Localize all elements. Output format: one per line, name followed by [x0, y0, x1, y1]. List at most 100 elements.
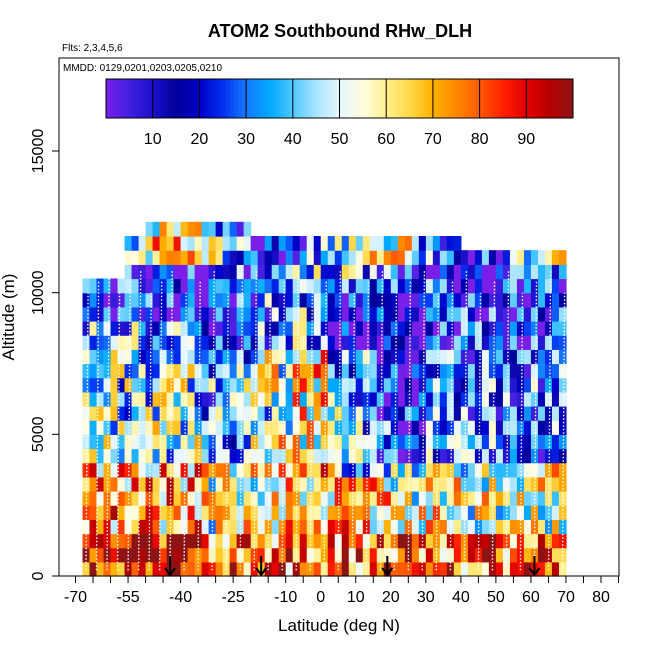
- heatmap-cell: [446, 363, 455, 379]
- heatmap-cell: [292, 363, 301, 379]
- heatmap-cell: [453, 377, 462, 393]
- x-tick-label: -10: [274, 589, 297, 606]
- heatmap-cell: [222, 363, 231, 379]
- heatmap-cell: [537, 349, 546, 365]
- heatmap-cell: [537, 434, 546, 450]
- heatmap-cell: [159, 448, 168, 464]
- heatmap-cell: [551, 377, 560, 393]
- heatmap-cell: [418, 306, 427, 322]
- heatmap-cell: [173, 420, 182, 435]
- colorbar-segment: [471, 79, 477, 118]
- heatmap-cell: [411, 505, 420, 520]
- heatmap-cell: [187, 561, 196, 577]
- heatmap-cell: [152, 221, 161, 237]
- heatmap-cell: [243, 533, 252, 549]
- heatmap-cell: [348, 491, 357, 506]
- heatmap-cell: [201, 519, 210, 535]
- heatmap-cell: [488, 476, 497, 492]
- heatmap-cell: [131, 533, 140, 549]
- heatmap-cell: [145, 420, 154, 435]
- heatmap-cell: [299, 363, 308, 379]
- heatmap-cell: [180, 377, 189, 393]
- heatmap-cell: [544, 377, 553, 393]
- heatmap-cell: [425, 236, 434, 251]
- heatmap-cell: [558, 349, 567, 365]
- heatmap-cell: [138, 491, 147, 506]
- heatmap-cell: [215, 306, 224, 322]
- heatmap-cell: [271, 377, 280, 393]
- heatmap-cell: [488, 377, 497, 393]
- heatmap-cell: [509, 561, 518, 577]
- heatmap-cell: [341, 491, 350, 506]
- colorbar-segment: [444, 79, 449, 118]
- colorbar-segment: [518, 79, 523, 118]
- heatmap-cell: [180, 264, 189, 280]
- heatmap-cell: [397, 505, 406, 520]
- heatmap-cell: [481, 434, 490, 450]
- heatmap-cell: [439, 547, 448, 563]
- heatmap-cell: [467, 391, 476, 407]
- heatmap-cell: [131, 363, 140, 379]
- heatmap-cell: [271, 519, 280, 535]
- heatmap-cell: [82, 406, 91, 421]
- heatmap-cell: [103, 406, 112, 421]
- heatmap-cell: [481, 561, 490, 577]
- colorbar-segment: [320, 79, 325, 118]
- colorbar-segment: [483, 79, 488, 118]
- heatmap-cell: [411, 278, 420, 294]
- heatmap-cell: [117, 533, 126, 549]
- colorbar-segment: [475, 79, 481, 118]
- heatmap-cell: [411, 335, 420, 350]
- heatmap-cell: [250, 321, 259, 336]
- heatmap-cell: [159, 561, 168, 577]
- heatmap-cell: [131, 264, 140, 280]
- heatmap-cell: [306, 306, 315, 322]
- heatmap-cell: [306, 406, 315, 421]
- heatmap-cell: [131, 306, 140, 322]
- heatmap-cell: [285, 420, 294, 435]
- colorbar-tick-label: 30: [237, 131, 255, 148]
- flight-profile-line: [393, 292, 398, 571]
- heatmap-cell: [124, 363, 133, 379]
- heatmap-cell: [453, 448, 462, 464]
- heatmap-cell: [173, 434, 182, 450]
- colorbar-segment: [300, 79, 305, 118]
- heatmap-cell: [89, 491, 98, 506]
- heatmap-cell: [509, 406, 518, 421]
- flight-profile-line: [225, 292, 229, 571]
- heatmap-cell: [411, 448, 420, 464]
- heatmap-cell: [537, 321, 546, 336]
- heatmap-cell: [530, 420, 539, 435]
- heatmap-cell: [201, 335, 210, 350]
- flight-profile-line: [281, 281, 285, 571]
- heatmap-cell: [320, 448, 329, 464]
- heatmap-cell: [509, 420, 518, 435]
- heatmap-cell: [236, 391, 245, 407]
- heatmap-cell: [327, 335, 336, 350]
- heatmap-cell: [369, 278, 378, 294]
- heatmap-cell: [537, 476, 546, 492]
- heatmap-cell: [229, 462, 238, 478]
- heatmap-cell: [250, 349, 259, 365]
- y-tick-label: 5000: [30, 416, 47, 452]
- heatmap-cell: [215, 491, 224, 506]
- heatmap-cell: [348, 448, 357, 464]
- heatmap-cell: [82, 420, 91, 435]
- heatmap-cell: [138, 448, 147, 464]
- heatmap-cell: [432, 377, 441, 393]
- heatmap-cell: [131, 519, 140, 535]
- heatmap-cell: [362, 335, 371, 350]
- heatmap-cell: [495, 321, 504, 336]
- heatmap-cell: [432, 363, 441, 379]
- heatmap-cell: [376, 406, 385, 421]
- heatmap-cell: [215, 363, 224, 379]
- heatmap-cell: [82, 448, 91, 464]
- colorbar-segment: [211, 79, 216, 118]
- heatmap-cell: [82, 434, 91, 450]
- heatmap-cell: [320, 236, 329, 251]
- heatmap-cell: [334, 306, 343, 322]
- heatmap-cell: [285, 561, 294, 577]
- heatmap-cell: [313, 236, 322, 251]
- heatmap-cell: [138, 250, 147, 265]
- heatmap-cell: [257, 491, 266, 506]
